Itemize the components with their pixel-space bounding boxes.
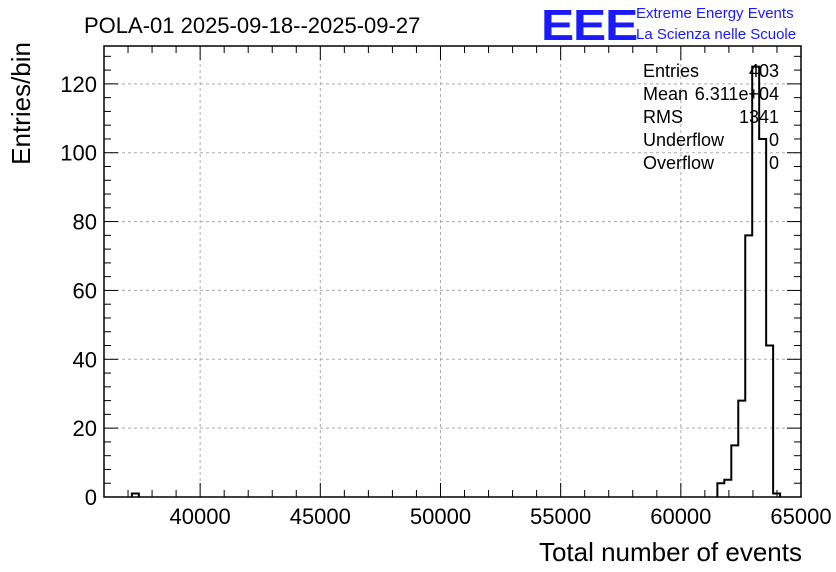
x-tick-label: 40000 [170,504,231,529]
stats-label: RMS [643,107,683,127]
stats-value: 6.311e+04 [695,84,779,104]
stats-label: Entries [643,61,699,81]
x-tick-label: 55000 [530,504,591,529]
x-tick-label: 50000 [410,504,471,529]
stats-value: 1341 [739,107,779,127]
x-tick-label: 45000 [290,504,351,529]
y-tick-label: 0 [85,485,97,510]
stats-value: 403 [749,61,779,81]
axis-ticks [103,46,802,498]
y-tick-label: 120 [60,72,97,97]
x-axis-label: Total number of events [539,537,802,567]
histogram-line [130,65,782,497]
stats-label: Overflow [643,153,715,173]
eee-logo-mark: EEE [541,1,637,50]
stats-box: Entries 403 Mean 6.311e+04 RMS 1341 Underflow 0… [643,61,779,173]
eee-logo-line2: La Scienza nelle Scuole [636,26,796,43]
y-tick-labels: 0 20 40 60 80 100 120 [60,72,97,510]
x-tick-label: 65000 [770,504,831,529]
stats-label: Underflow [643,130,725,150]
plot-frame [103,45,802,498]
stats-value: 0 [769,130,779,150]
y-tick-label: 40 [73,347,97,372]
y-tick-label: 100 [60,141,97,166]
stats-label: Mean [643,84,688,104]
y-tick-label: 80 [73,210,97,235]
y-axis-label: Entries/bin [6,42,36,165]
stats-value: 0 [769,153,779,173]
x-tick-label: 60000 [650,504,711,529]
eee-logo-line1: Extreme Energy Events [636,5,794,22]
y-tick-label: 60 [73,278,97,303]
chart-title: POLA-01 2025-09-18--2025-09-27 [84,13,420,38]
eee-logo: EEE Extreme Energy Events La Scienza nel… [541,1,796,50]
x-tick-labels: 40000 45000 50000 55000 60000 65000 [170,504,832,529]
grid-layer [104,46,801,497]
y-tick-label: 20 [73,416,97,441]
